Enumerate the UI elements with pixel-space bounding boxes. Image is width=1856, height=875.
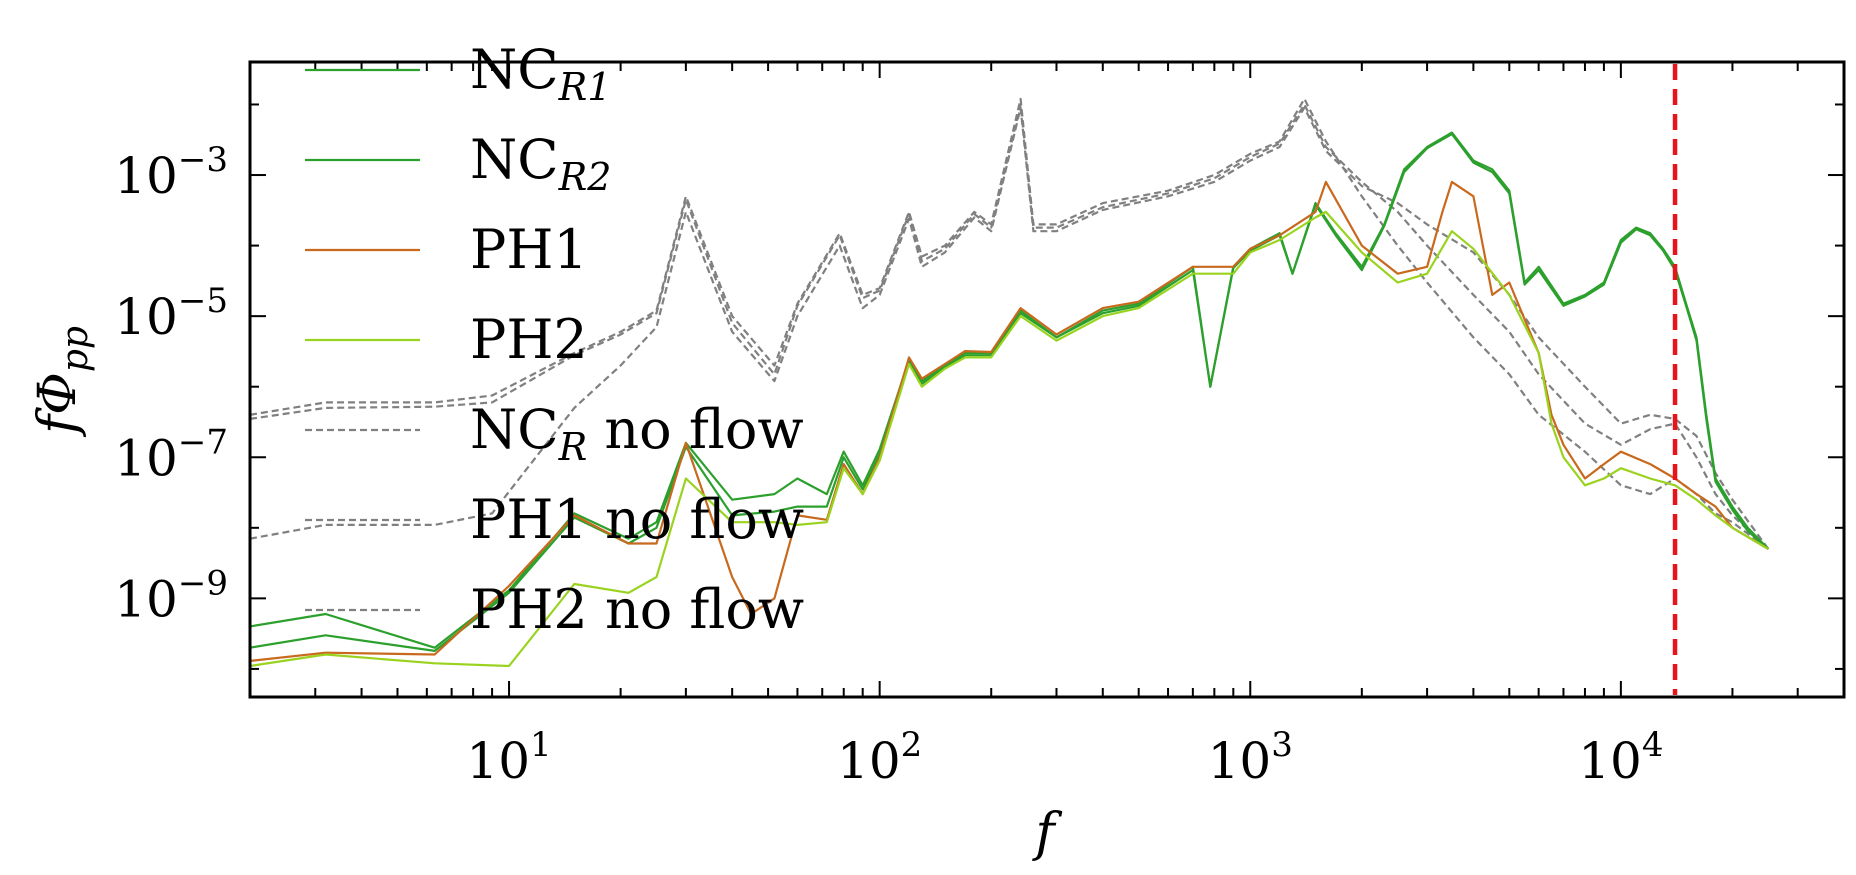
- x-tick-label: 103: [1208, 725, 1293, 790]
- x-axis-label: f: [1031, 803, 1062, 863]
- series-line-1: [249, 133, 1770, 653]
- legend-label-0: NCR1: [470, 38, 611, 109]
- series-line-4: [249, 97, 1770, 550]
- series-line-2: [249, 180, 1769, 662]
- tick-layer: 101 102 103 104 10−9 10−7 10−5 10−3: [114, 62, 1845, 790]
- legend-label-2: PH1: [470, 218, 588, 281]
- series-line-3: [249, 210, 1769, 668]
- plot-frame: [248, 60, 1846, 699]
- series-line-0: [249, 131, 1770, 649]
- series-layer: [249, 97, 1770, 668]
- x-tick-label: 102: [837, 725, 922, 790]
- y-axis-label: fΦpp: [28, 326, 96, 438]
- y-tick-label: 10−3: [114, 140, 228, 205]
- series-line-6: [249, 106, 1770, 550]
- y-tick-label: 10−5: [114, 281, 228, 346]
- legend-label-6: PH2 no flow: [470, 578, 804, 641]
- legend-label-3: PH2: [470, 308, 588, 371]
- x-tick-label: 101: [466, 725, 551, 790]
- y-tick-label: 10−7: [114, 422, 228, 487]
- legend-label-4: NCR no flow: [470, 398, 804, 469]
- y-tick-label: 10−9: [114, 563, 228, 628]
- legend: NCR1 NCR2 PH1 PH2 NCR no flow PH1 no flow PH2 …: [305, 38, 804, 641]
- x-tick-label: 104: [1578, 725, 1663, 790]
- legend-label-5: PH1 no flow: [470, 488, 804, 551]
- legend-label-1: NCR2: [470, 128, 611, 199]
